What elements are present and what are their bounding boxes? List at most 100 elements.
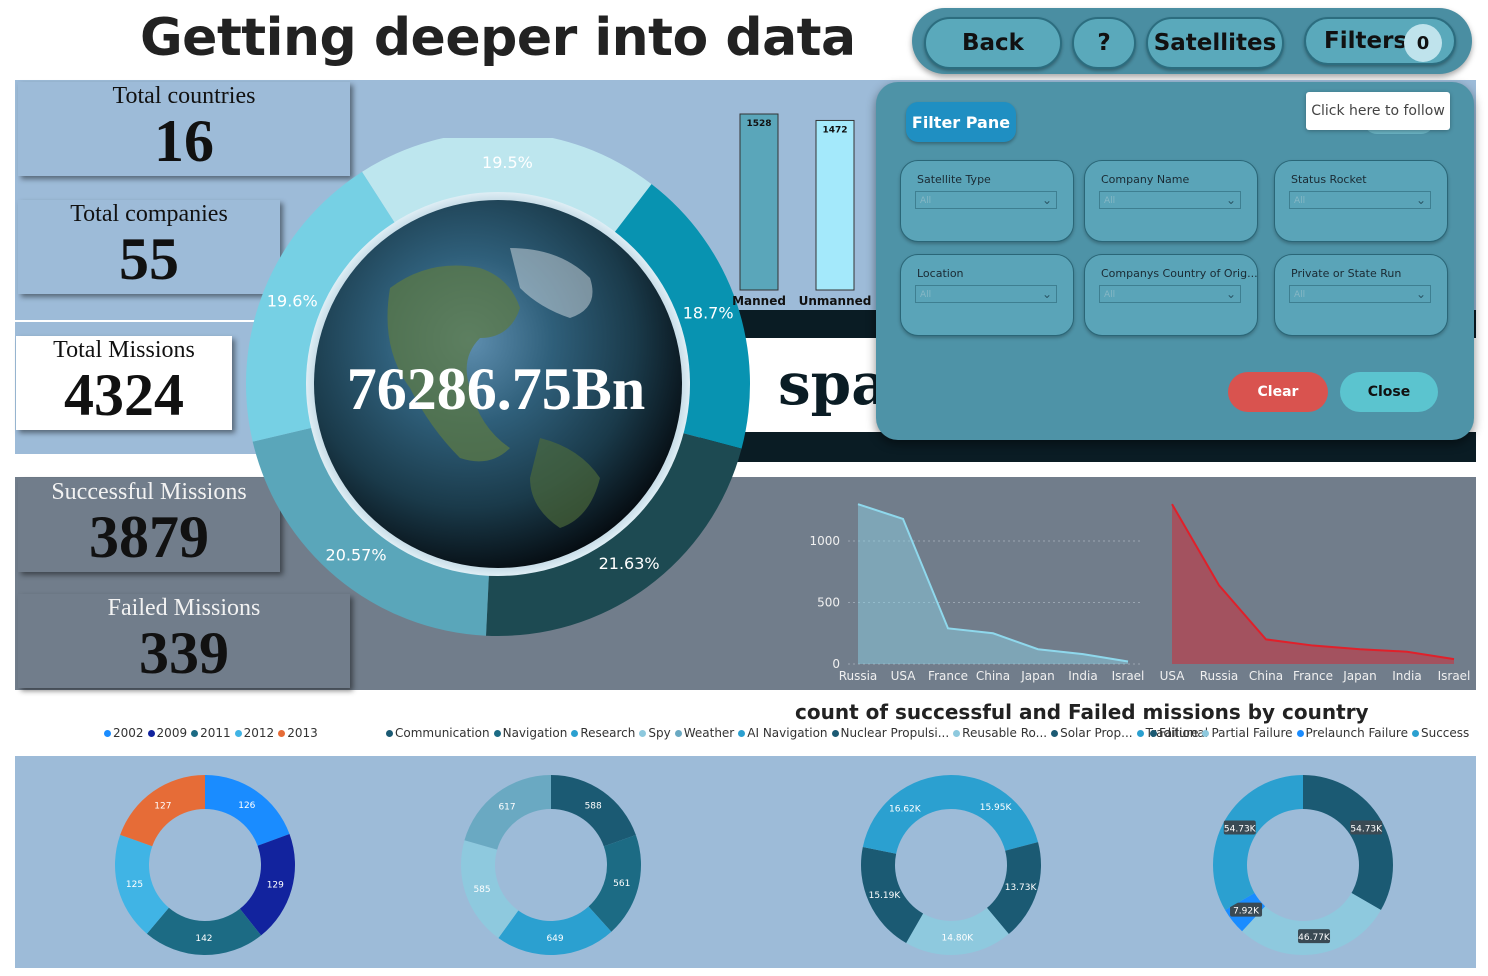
manned-unmanned-bar-chart: 1528 Manned 1472 Unmanned: [732, 113, 872, 308]
donut-slice[interactable]: [498, 906, 612, 955]
legend-item[interactable]: Navigation: [493, 726, 568, 740]
donut-slice[interactable]: [115, 834, 169, 934]
data-label-box: [1350, 820, 1383, 835]
clear-button[interactable]: Clear: [1228, 372, 1328, 412]
donut-slice[interactable]: [613, 184, 750, 449]
slicer-status-rocket[interactable]: Status Rocket All ⌄: [1274, 160, 1448, 242]
donut-slice[interactable]: [588, 835, 641, 932]
donut-slice[interactable]: [239, 834, 295, 936]
legend-item[interactable]: Nuclear Propulsi...: [831, 726, 949, 740]
donut-slice[interactable]: [861, 846, 924, 944]
help-button[interactable]: ?: [1072, 17, 1136, 69]
legend-item[interactable]: 2012: [234, 726, 274, 740]
donut-slice[interactable]: [1303, 775, 1393, 911]
kpi-label: Total countries: [112, 83, 256, 109]
donut-slice[interactable]: [1213, 775, 1303, 911]
kpi-value: 55: [119, 226, 179, 292]
donut-slice[interactable]: [1242, 893, 1381, 955]
donut-slice[interactable]: [120, 775, 205, 847]
donut-slice[interactable]: [486, 432, 742, 636]
legend-item[interactable]: Failure: [1150, 726, 1198, 740]
legend-item[interactable]: Solar Prop...: [1051, 726, 1133, 740]
tick-label: Japan: [1020, 669, 1054, 683]
donut-slice[interactable]: [986, 842, 1041, 934]
slicer-location[interactable]: Location All ⌄: [900, 254, 1074, 336]
slicer-dropdown[interactable]: All ⌄: [1099, 285, 1241, 303]
data-label: 125: [126, 880, 143, 890]
legend-item[interactable]: AI Navigation: [738, 726, 828, 740]
slicer-dropdown[interactable]: All ⌄: [915, 285, 1057, 303]
donut-slice[interactable]: [252, 427, 489, 636]
donut-slice[interactable]: [862, 775, 951, 854]
legend-item[interactable]: Research: [571, 726, 635, 740]
donut-slice[interactable]: [464, 775, 551, 850]
filters-button[interactable]: Filters 0: [1304, 17, 1456, 65]
donut-slice[interactable]: [362, 138, 652, 234]
legend-item[interactable]: 2011: [191, 726, 231, 740]
legend-dot-icon: [278, 729, 286, 737]
close-button[interactable]: Close: [1340, 372, 1438, 412]
legend-item[interactable]: Partial Failure: [1202, 726, 1293, 740]
legend-item[interactable]: Prelaunch Failure: [1296, 726, 1408, 740]
tick-label: Unmanned: [799, 294, 872, 308]
chevron-down-icon: ⌄: [1225, 193, 1236, 207]
legend-label: Navigation: [502, 726, 568, 740]
slicer-dropdown[interactable]: All ⌄: [915, 191, 1057, 209]
legend-item[interactable]: 2009: [147, 726, 187, 740]
legend-item[interactable]: Traditional: [1136, 726, 1208, 740]
tick-label: Russia: [839, 669, 878, 683]
legend-dot-icon: [191, 729, 199, 737]
tick-label: 500: [817, 596, 840, 610]
center-value: 76286.75Bn: [347, 356, 645, 422]
donut-slice[interactable]: [906, 907, 1009, 955]
data-label: 588: [585, 801, 602, 811]
legend-label: Communication: [395, 726, 490, 740]
legend-item[interactable]: 2013: [278, 726, 318, 740]
continent-shape: [387, 265, 520, 462]
data-label: 19.5%: [482, 153, 533, 172]
legend-label: Partial Failure: [1211, 726, 1293, 740]
series-line[interactable]: [1171, 503, 1455, 661]
kpi-value: 16: [154, 108, 214, 174]
donut-slice[interactable]: [551, 775, 636, 847]
slicer-dropdown[interactable]: All ⌄: [1289, 191, 1431, 209]
bar[interactable]: [739, 113, 779, 291]
slicer-satellite-type[interactable]: Satellite Type All ⌄: [900, 160, 1074, 242]
slicer-company-country[interactable]: Companys Country of Orig... All ⌄: [1084, 254, 1258, 336]
legend-dot-icon: [571, 729, 579, 737]
data-label: 585: [473, 885, 490, 895]
slicer-dropdown[interactable]: All ⌄: [1099, 191, 1241, 209]
legend-item[interactable]: Success: [1411, 726, 1469, 740]
tick-label: USA: [1160, 669, 1186, 683]
donut-slice[interactable]: [146, 907, 262, 955]
filters-count-badge: 0: [1404, 24, 1442, 62]
data-label: 1528: [746, 119, 771, 129]
satellites-button[interactable]: Satellites: [1146, 17, 1284, 69]
legend-dot-icon: [104, 729, 111, 737]
bar[interactable]: [815, 119, 855, 291]
legend-types: Communication Navigation Research Spy Weathe…: [386, 726, 1208, 740]
slicer-company-name[interactable]: Company Name All ⌄: [1084, 160, 1258, 242]
donut-slice[interactable]: [205, 775, 290, 846]
legend-item[interactable]: Reusable Ro...: [953, 726, 1047, 740]
tick-label: Russia: [1200, 669, 1239, 683]
legend-item[interactable]: 2002: [104, 726, 144, 740]
data-label: 46.77K: [1298, 933, 1331, 943]
donut-slice[interactable]: [951, 775, 1039, 851]
filters-label: Filters: [1324, 28, 1408, 54]
legend-item[interactable]: Weather: [674, 726, 734, 740]
donut-slice[interactable]: [461, 840, 519, 939]
legend-item[interactable]: Spy: [639, 726, 671, 740]
filter-pane-title: Filter Pane: [906, 102, 1016, 142]
tick-label: 0: [832, 657, 840, 671]
donut-slice[interactable]: [245, 171, 396, 442]
back-button[interactable]: Back: [924, 17, 1062, 69]
data-label: 7.92K: [1233, 907, 1260, 917]
slicer-dropdown[interactable]: All ⌄: [1289, 285, 1431, 303]
slicer-private-or-state[interactable]: Private or State Run All ⌄: [1274, 254, 1448, 336]
legend-label: Spy: [648, 726, 671, 740]
data-label: 129: [267, 881, 284, 891]
legend-item[interactable]: Communication: [386, 726, 490, 740]
data-label: 617: [498, 803, 515, 813]
series-line[interactable]: [857, 503, 1129, 663]
